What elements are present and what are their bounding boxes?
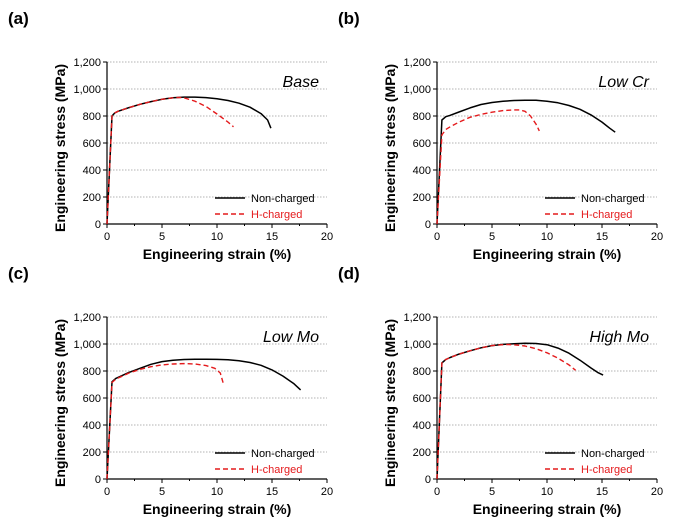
legend-label: H-charged bbox=[251, 209, 302, 221]
series-line-h-charged bbox=[106, 362, 225, 480]
y-tick-label: 800 bbox=[413, 366, 431, 378]
y-axis-title: Engineering stress (MPa) bbox=[382, 319, 398, 487]
y-tick-label: 800 bbox=[413, 111, 431, 123]
y-axis-title: Engineering stress (MPa) bbox=[382, 64, 398, 232]
x-axis-title: Engineering strain (%) bbox=[143, 501, 292, 517]
y-tick-label: 1,000 bbox=[403, 84, 431, 96]
y-tick-label: 1,000 bbox=[73, 339, 101, 351]
x-tick-label: 15 bbox=[596, 486, 608, 498]
series-line-h-charged bbox=[436, 109, 540, 225]
legend-label: H-charged bbox=[581, 464, 632, 476]
y-tick-label: 200 bbox=[413, 447, 431, 459]
panel-label: (c) bbox=[8, 264, 29, 283]
x-tick-label: 10 bbox=[541, 486, 553, 498]
series-line-h-charged bbox=[106, 96, 234, 225]
y-tick-label: 400 bbox=[83, 420, 101, 432]
x-tick-label: 10 bbox=[211, 486, 223, 498]
x-axis-title: Engineering strain (%) bbox=[143, 246, 292, 262]
y-tick-label: 1,000 bbox=[403, 339, 431, 351]
alloy-label: Low Cr bbox=[598, 74, 649, 91]
legend-label: Non-charged bbox=[251, 448, 315, 460]
legend-label: Non-charged bbox=[581, 448, 645, 460]
x-tick-label: 5 bbox=[489, 231, 495, 243]
panel-label: (d) bbox=[338, 264, 360, 283]
series-line-h-charged bbox=[436, 343, 577, 480]
alloy-label: High Mo bbox=[589, 329, 649, 346]
alloy-label: Low Mo bbox=[263, 329, 319, 346]
x-tick-label: 15 bbox=[266, 231, 278, 243]
y-tick-label: 400 bbox=[413, 420, 431, 432]
chart-panel-2: (b)0 5 10 15 2002004006008001,0001,200Engine… bbox=[338, 9, 663, 262]
x-tick-label: 0 bbox=[434, 486, 440, 498]
y-axis-title: Engineering stress (MPa) bbox=[52, 319, 68, 487]
panel-label: (a) bbox=[8, 9, 29, 28]
x-tick-label: 0 bbox=[104, 486, 110, 498]
x-tick-label: 0 bbox=[434, 231, 440, 243]
x-tick-label: 5 bbox=[489, 486, 495, 498]
x-tick-label: 20 bbox=[651, 231, 663, 243]
y-tick-label: 200 bbox=[83, 447, 101, 459]
y-tick-label: 200 bbox=[83, 192, 101, 204]
x-axis-title: Engineering strain (%) bbox=[473, 501, 622, 517]
y-tick-label: 0 bbox=[95, 474, 101, 486]
x-tick-label: 20 bbox=[651, 486, 663, 498]
x-tick-label: 15 bbox=[596, 231, 608, 243]
series-line-non-charged bbox=[436, 342, 604, 480]
legend-label: Non-charged bbox=[251, 193, 315, 205]
y-tick-label: 600 bbox=[83, 393, 101, 405]
legend-label: H-charged bbox=[581, 209, 632, 221]
y-tick-label: 600 bbox=[413, 138, 431, 150]
chart-panel-1: (a)0 5 10 15 2002004006008001,0001,200Engine… bbox=[8, 9, 333, 262]
y-tick-label: 1,200 bbox=[73, 312, 101, 324]
y-tick-label: 600 bbox=[413, 393, 431, 405]
x-axis-title: Engineering strain (%) bbox=[473, 246, 622, 262]
y-tick-label: 800 bbox=[83, 111, 101, 123]
y-axis-title: Engineering stress (MPa) bbox=[52, 64, 68, 232]
x-tick-label: 5 bbox=[159, 231, 165, 243]
x-tick-label: 10 bbox=[541, 231, 553, 243]
panel-label: (b) bbox=[338, 9, 360, 28]
y-tick-label: 0 bbox=[95, 219, 101, 231]
x-tick-label: 20 bbox=[321, 486, 333, 498]
legend-label: Non-charged bbox=[581, 193, 645, 205]
y-tick-label: 1,000 bbox=[73, 84, 101, 96]
chart-panel-3: (c)0 5 10 15 2002004006008001,0001,200Engine… bbox=[8, 264, 333, 517]
x-tick-label: 0 bbox=[104, 231, 110, 243]
x-tick-label: 5 bbox=[159, 486, 165, 498]
y-tick-label: 400 bbox=[413, 165, 431, 177]
alloy-label: Base bbox=[283, 74, 320, 91]
x-tick-label: 20 bbox=[321, 231, 333, 243]
chart-panel-4: (d)0 5 10 15 2002004006008001,0001,200Engine… bbox=[338, 264, 663, 517]
x-tick-label: 15 bbox=[266, 486, 278, 498]
y-tick-label: 800 bbox=[83, 366, 101, 378]
y-tick-label: 1,200 bbox=[403, 57, 431, 69]
legend-label: H-charged bbox=[251, 464, 302, 476]
y-tick-label: 0 bbox=[425, 474, 431, 486]
y-tick-label: 1,200 bbox=[73, 57, 101, 69]
series-line-non-charged bbox=[436, 99, 616, 225]
series-line-non-charged bbox=[106, 358, 302, 480]
y-tick-label: 600 bbox=[83, 138, 101, 150]
y-tick-label: 1,200 bbox=[403, 312, 431, 324]
y-tick-label: 0 bbox=[425, 219, 431, 231]
x-tick-label: 10 bbox=[211, 231, 223, 243]
y-tick-label: 200 bbox=[413, 192, 431, 204]
y-tick-label: 400 bbox=[83, 165, 101, 177]
